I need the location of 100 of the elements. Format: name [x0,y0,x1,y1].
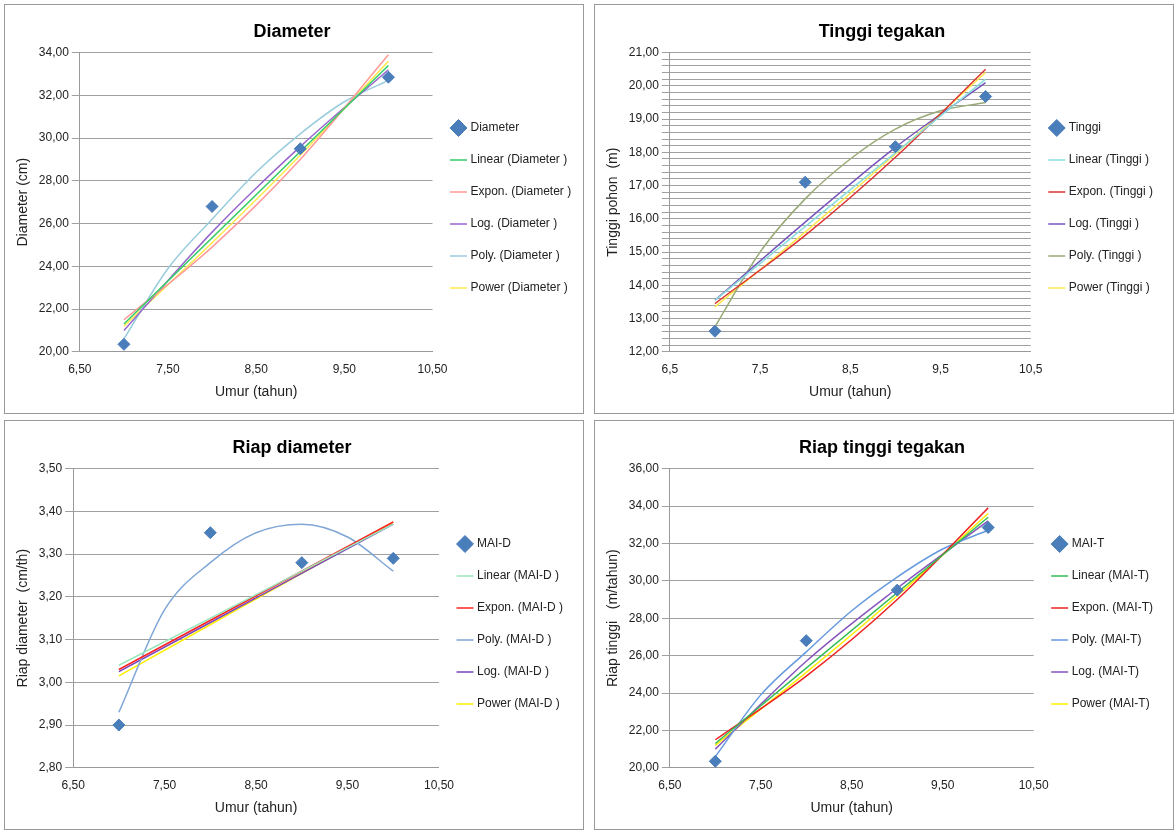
point [890,583,904,597]
y-tick-label: 34,00 [38,44,70,59]
y-tick-label: 30,00 [628,573,660,588]
legend-label: Diameter [470,120,520,135]
x-tick-label: 7,5 [751,362,769,377]
point [708,754,722,768]
point [981,521,995,535]
point [205,199,219,213]
legend-label: Power (MAI-T) [1071,696,1150,711]
chart-title: Diameter [253,20,331,41]
chart-title: Riap tinggi tegakan [798,436,966,457]
y-tick-label: 21,00 [628,44,660,59]
y-tick-label: 3,10 [38,631,63,646]
y-tick-label: 3,20 [38,589,63,604]
point [798,175,812,189]
y-tick-label: 2,80 [38,760,63,775]
legend-label: Expon. (MAI-D ) [476,600,563,615]
y-tick-label: 15,00 [628,244,660,259]
y-tick-label: 36,00 [628,460,660,475]
y-tick-label: 3,50 [38,460,63,475]
y-axis-title: Tinggi pohon (m) [604,147,621,257]
y-tick-label: 3,00 [38,674,63,689]
x-tick-label: 6,50 [658,778,682,793]
y-tick-label: 32,00 [628,535,660,550]
x-tick-label: 10,50 [417,362,448,377]
x-tick-label: 7,50 [749,778,773,793]
y-tick-label: 24,00 [628,685,660,700]
y-tick-label: 20,00 [628,78,660,93]
legend-label: MAI-T [1071,536,1105,551]
x-tick-label: 6,5 [661,362,679,377]
x-tick-label: 8,50 [244,362,269,377]
y-tick-label: 30,00 [38,130,70,145]
y-tick-label: 14,00 [628,277,660,292]
legend-label: MAI-D [476,536,512,551]
point [386,551,400,565]
y-tick-label: 20,00 [38,344,70,359]
y-tick-label: 3,40 [38,503,63,518]
y-tick-label: 22,00 [38,301,70,316]
legend-label: Linear (MAI-D ) [476,568,559,583]
y-tick-label: 32,00 [38,87,70,102]
x-tick-label: 8,50 [840,778,864,793]
legend-label: Log. (MAI-T) [1071,664,1139,679]
legend-label: Log. (MAI-D ) [476,664,549,679]
y-tick-label: 26,00 [38,215,70,230]
legend-label: Tinggi [1068,120,1101,135]
x-tick-label: 9,50 [335,778,360,793]
x-tick-label: 9,5 [932,362,950,377]
point [117,337,131,351]
legend-label: Linear (Diameter ) [470,152,568,167]
x-axis-title: Umur (tahun) [214,383,298,400]
legend-label: Log. (Diameter ) [470,216,558,231]
y-tick-label: 18,00 [628,144,660,159]
legend-label: Linear (MAI-T) [1071,568,1149,583]
x-tick-label: 6,50 [61,778,86,793]
legend-label: Poly. (Tinggi ) [1068,248,1142,263]
legend-label: Linear (Tinggi ) [1068,152,1150,167]
y-tick-label: 12,00 [628,344,660,359]
legend-label: Poly. (MAI-T) [1071,632,1142,647]
point [799,634,813,648]
y-axis-title: Diameter (cm) [14,157,31,247]
x-tick-label: 6,50 [68,362,92,377]
point [293,142,307,156]
y-tick-label: 20,00 [628,760,660,775]
x-axis-title: Umur (tahun) [809,383,892,400]
chart-title: Tinggi tegakan [818,20,946,41]
x-tick-label: 8,5 [841,362,859,377]
y-tick-label: 26,00 [628,647,660,662]
legend-label: Poly. (MAI-D ) [476,632,552,647]
legend-label: Expon. (Diameter ) [470,184,572,199]
y-tick-label: 24,00 [38,258,70,273]
y-tick-label: 13,00 [628,310,660,325]
x-tick-label: 10,5 [1019,362,1043,377]
legend-label: Expon. (MAI-T) [1071,600,1154,615]
y-tick-label: 16,00 [628,211,660,226]
x-tick-label: 7,50 [156,362,180,377]
point [381,70,395,84]
y-axis-title: Riap tinggi (m/tahun) [604,549,621,688]
point [888,140,902,154]
y-tick-label: 22,00 [628,722,660,737]
legend-label: Expon. (Tinggi ) [1068,184,1154,199]
y-tick-label: 3,30 [38,546,63,561]
x-tick-label: 10,50 [1018,778,1049,793]
y-axis-title: Riap diameter (cm/th) [14,548,31,688]
legend-label: Log. (Tinggi ) [1068,216,1140,231]
x-tick-label: 7,50 [152,778,177,793]
x-tick-label: 9,50 [931,778,955,793]
x-tick-label: 10,50 [423,778,455,793]
point [112,718,126,732]
y-tick-label: 19,00 [628,111,660,126]
line-series [118,523,395,713]
point [203,526,217,540]
x-tick-label: 9,50 [332,362,357,377]
point [979,89,993,103]
point [708,324,722,338]
point [295,556,309,570]
y-tick-label: 28,00 [38,173,70,188]
legend-label: Poly. (Diameter ) [470,248,560,263]
legend-label: Power (Tinggi ) [1068,280,1150,295]
x-axis-title: Umur (tahun) [214,799,298,816]
legend-label: Power (Diameter ) [470,280,568,295]
